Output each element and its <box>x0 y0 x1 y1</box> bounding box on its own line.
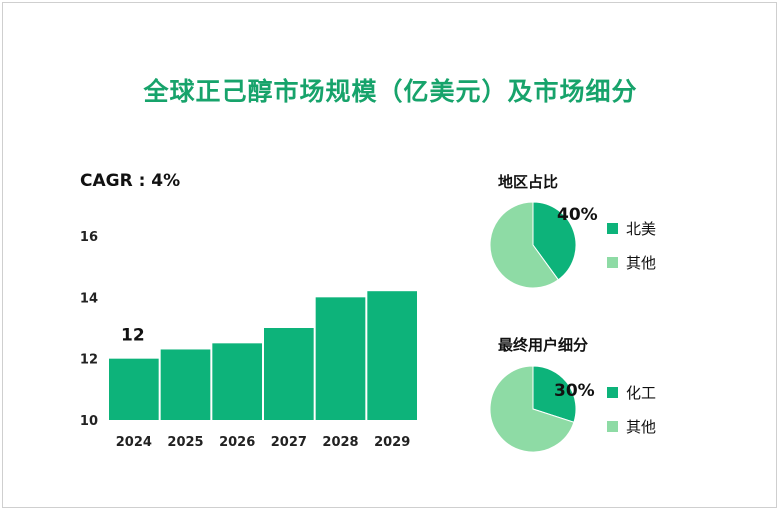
x-tick-label: 2027 <box>271 435 307 450</box>
cagr-label: CAGR : 4% <box>80 171 181 191</box>
x-axis-ticks: 2024 2025 2026 2027 2028 2029 <box>116 435 411 450</box>
x-tick-label: 2025 <box>167 435 203 450</box>
y-tick-label: 10 <box>80 414 98 429</box>
legend-swatch-secondary <box>607 257 618 268</box>
end-user-pie-percent-label: 30% <box>554 381 595 401</box>
legend-label: 其他 <box>626 254 657 272</box>
pie-slice-化工 <box>532 365 577 423</box>
legend-item-north-america: 北美 <box>607 218 656 239</box>
region-pie-percent-label: 40% <box>557 205 598 225</box>
bar-2029 <box>367 291 417 420</box>
bar-series <box>109 291 417 420</box>
legend-label: 北美 <box>626 220 657 238</box>
bar-2024 <box>109 358 159 420</box>
chart-title: 全球正己醇市场规模（亿美元）及市场细分 <box>143 77 638 106</box>
legend-swatch-primary <box>607 223 618 234</box>
x-tick-label: 2024 <box>116 435 152 450</box>
pie-slice-其他 <box>489 365 575 453</box>
y-tick-label: 12 <box>80 353 98 368</box>
legend-item-chemical: 化工 <box>607 382 656 403</box>
legend-swatch-primary <box>607 387 618 398</box>
bar-2028 <box>315 297 366 420</box>
bar-data-labels: 12 <box>121 326 145 346</box>
x-tick-label: 2029 <box>374 435 410 450</box>
legend-label: 化工 <box>626 384 657 402</box>
legend-item-region-other: 其他 <box>607 252 656 273</box>
y-axis-ticks: 10 12 14 16 <box>80 230 98 429</box>
y-tick-label: 14 <box>80 291 98 306</box>
legend-swatch-secondary <box>607 421 618 432</box>
pie-slice-其他 <box>489 201 559 289</box>
bar-2026 <box>212 343 262 420</box>
bar-data-label: 12 <box>121 326 145 346</box>
region-pie-title: 地区占比 <box>498 173 559 191</box>
pie-slice-北美 <box>532 201 577 281</box>
bar-2027 <box>264 328 314 420</box>
x-tick-label: 2026 <box>219 435 255 450</box>
end-user-pie-title: 最终用户细分 <box>498 336 589 354</box>
legend-label: 其他 <box>626 418 657 436</box>
end-user-pie <box>489 365 577 453</box>
x-tick-label: 2028 <box>322 435 358 450</box>
y-tick-label: 16 <box>80 230 98 245</box>
bar-2025 <box>160 349 211 420</box>
region-pie <box>489 201 577 289</box>
legend-item-end-user-other: 其他 <box>607 416 656 437</box>
